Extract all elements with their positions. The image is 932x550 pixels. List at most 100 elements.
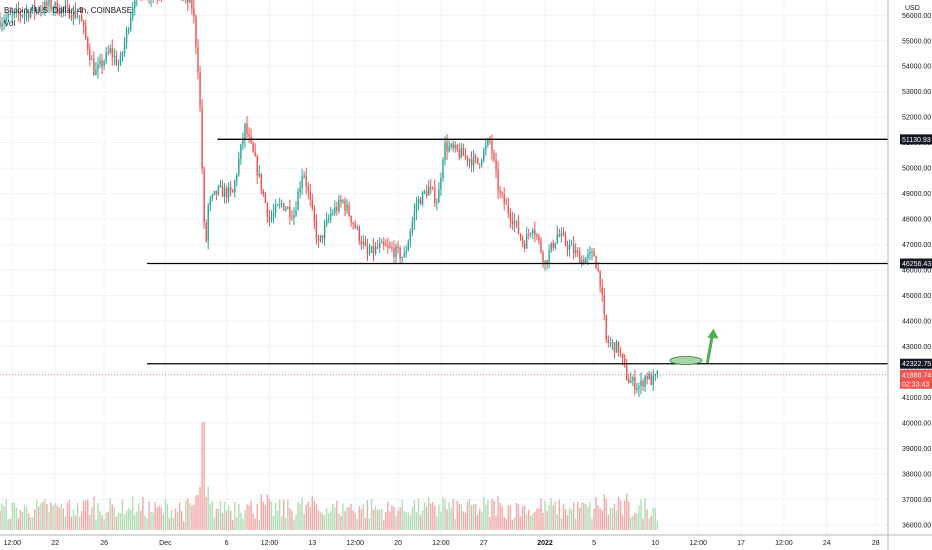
volume-bar bbox=[142, 496, 144, 530]
volume-bar bbox=[619, 500, 622, 530]
volume-bar bbox=[585, 503, 587, 530]
time-axis: 12:00 22 26 Dec 6 12:00 13 12:00 20 12:00 27 2022 5 1… bbox=[0, 534, 932, 547]
volume-bar bbox=[454, 519, 456, 530]
volume-bar bbox=[476, 514, 479, 530]
volume-bar bbox=[515, 502, 518, 530]
candle-body bbox=[17, 9, 20, 14]
candle-body bbox=[221, 185, 224, 197]
time-tick-label: 24 bbox=[823, 540, 831, 547]
candle-body bbox=[368, 252, 371, 254]
candle-body bbox=[458, 150, 461, 158]
volume-bar bbox=[566, 514, 569, 530]
volume-bar bbox=[611, 508, 614, 530]
time-tick-label: 17 bbox=[737, 540, 745, 547]
candle-body bbox=[356, 227, 358, 229]
volume-bar bbox=[268, 499, 271, 530]
candle-body bbox=[115, 56, 118, 65]
volume-bar bbox=[389, 511, 391, 530]
candle-body bbox=[507, 204, 510, 214]
volume-bar bbox=[225, 510, 228, 530]
volume-bar bbox=[646, 509, 648, 530]
horizontal-lines bbox=[0, 138, 888, 376]
candle-body bbox=[325, 219, 328, 226]
candle-body bbox=[240, 144, 242, 159]
volume-bar bbox=[558, 499, 561, 530]
volume-bar bbox=[158, 506, 160, 530]
volume-bar bbox=[40, 503, 42, 530]
volume-bar bbox=[636, 513, 638, 530]
volume-bar bbox=[623, 500, 626, 530]
volume-bar bbox=[483, 496, 485, 530]
candle-body bbox=[630, 380, 632, 383]
candle-body bbox=[38, 8, 40, 12]
candle-body bbox=[36, 8, 38, 12]
volume-bar bbox=[474, 503, 477, 530]
candle-body bbox=[193, 8, 195, 17]
currency-label[interactable]: USD bbox=[905, 5, 920, 12]
volume-bar bbox=[460, 504, 463, 530]
volume-bar bbox=[105, 512, 107, 530]
candle-body bbox=[213, 190, 216, 195]
candle-body bbox=[244, 123, 246, 140]
candle-body bbox=[640, 381, 642, 387]
volume-bar bbox=[436, 516, 438, 530]
candle-body bbox=[419, 199, 422, 205]
candle-body bbox=[399, 247, 401, 259]
volume-bar bbox=[54, 502, 56, 530]
volume-bar bbox=[23, 504, 26, 530]
candle-body bbox=[362, 242, 365, 245]
candle-body bbox=[280, 203, 283, 205]
candle-body bbox=[48, 0, 50, 6]
candle-body bbox=[503, 194, 505, 204]
volume-bar bbox=[497, 496, 499, 530]
candle-body bbox=[546, 260, 548, 264]
price-tick-label: 41000.00 bbox=[902, 395, 931, 402]
volume-bar bbox=[48, 511, 50, 530]
price-tags: 51130.93 46256.43 42322.75 41888.74 02:33:43 bbox=[900, 134, 932, 389]
volume-bar bbox=[234, 501, 236, 530]
volume-bar bbox=[280, 516, 283, 530]
volume-bar bbox=[552, 505, 554, 530]
volume-bar bbox=[574, 518, 577, 530]
volume-bar bbox=[519, 516, 522, 530]
volume-bar bbox=[503, 516, 505, 530]
candle-body bbox=[554, 242, 556, 248]
candle-body bbox=[540, 240, 542, 253]
volume-bar bbox=[344, 511, 346, 530]
volume-bar bbox=[262, 501, 265, 530]
volume-indicator-label[interactable]: Vol bbox=[4, 19, 16, 28]
price-tick-label: 52000.00 bbox=[902, 115, 931, 122]
candle-body bbox=[272, 212, 275, 217]
volume-bar bbox=[1, 503, 3, 530]
volume-bar bbox=[540, 498, 542, 530]
candle-body bbox=[525, 233, 528, 249]
candle-body bbox=[23, 13, 26, 16]
candle-body bbox=[568, 245, 571, 250]
candle-body bbox=[450, 144, 452, 147]
candle-body bbox=[56, 2, 58, 14]
candle-body bbox=[264, 193, 267, 204]
volume-bar bbox=[31, 517, 34, 530]
volume-bar bbox=[644, 497, 646, 530]
candle-body bbox=[378, 243, 381, 248]
volume-bar bbox=[311, 496, 314, 530]
volume-bar bbox=[634, 513, 636, 530]
candle-body bbox=[131, 7, 134, 18]
candle-body bbox=[336, 207, 338, 211]
volume-bar bbox=[76, 502, 79, 530]
candle-body bbox=[358, 227, 360, 241]
candle-body bbox=[95, 69, 97, 75]
time-tick-label: 12:00 bbox=[432, 540, 450, 547]
candle-body bbox=[203, 168, 205, 223]
candle-body bbox=[285, 209, 287, 211]
volume-bar bbox=[295, 514, 297, 530]
volume-bar bbox=[358, 506, 360, 530]
price-tick-label: 54000.00 bbox=[902, 64, 931, 71]
volume-bar bbox=[127, 507, 130, 530]
candle-body bbox=[517, 221, 520, 234]
candle-body bbox=[591, 251, 593, 253]
volume-bar bbox=[313, 500, 316, 530]
candle-body bbox=[364, 242, 367, 246]
candle-body bbox=[236, 174, 238, 182]
